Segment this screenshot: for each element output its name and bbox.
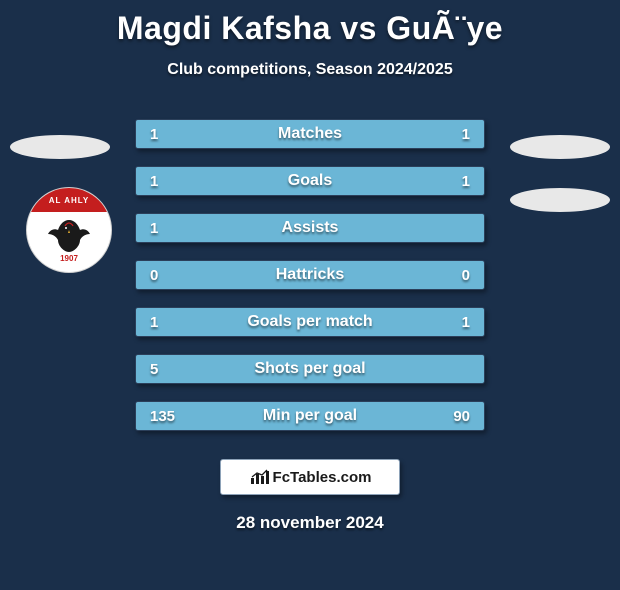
brand-badge[interactable]: FcTables.com xyxy=(220,459,400,495)
stat-row: 135 Min per goal 90 xyxy=(135,401,485,431)
club-badge-year: 1907 xyxy=(60,254,78,263)
stat-row: 0 Hattricks 0 xyxy=(135,260,485,290)
stat-label: Goals per match xyxy=(136,313,484,331)
stat-left-value: 135 xyxy=(150,408,180,425)
subtitle: Club competitions, Season 2024/2025 xyxy=(0,61,620,79)
stat-left-value: 5 xyxy=(150,361,180,378)
stat-row: 5 Shots per goal xyxy=(135,354,485,384)
stat-row: 1 Assists xyxy=(135,213,485,243)
player-right-oval-2 xyxy=(510,188,610,212)
stat-right-value: 1 xyxy=(440,314,470,331)
stat-row: 1 Matches 1 xyxy=(135,119,485,149)
stat-label: Min per goal xyxy=(136,407,484,425)
stats-container: 1 Matches 1 1 Goals 1 1 Assists 0 Hattri… xyxy=(0,119,620,431)
stat-row: 1 Goals per match 1 xyxy=(135,307,485,337)
stat-right-value: 1 xyxy=(440,173,470,190)
stat-left-value: 0 xyxy=(150,267,180,284)
stat-left-value: 1 xyxy=(150,173,180,190)
brand-text: FcTables.com xyxy=(273,469,372,486)
stat-label: Assists xyxy=(136,219,484,237)
date-text: 28 november 2024 xyxy=(0,513,620,533)
stat-label: Shots per goal xyxy=(136,360,484,378)
page-title: Magdi Kafsha vs GuÃ¨ye xyxy=(0,10,620,47)
stat-right-value: 90 xyxy=(440,408,470,425)
stat-row: 1 Goals 1 xyxy=(135,166,485,196)
club-badge: AL AHLY 1907 xyxy=(26,187,112,273)
stat-label: Matches xyxy=(136,125,484,143)
stat-right-value: 0 xyxy=(440,267,470,284)
stat-left-value: 1 xyxy=(150,126,180,143)
stat-left-value: 1 xyxy=(150,220,180,237)
stat-label: Goals xyxy=(136,172,484,190)
player-left-oval xyxy=(10,135,110,159)
bar-chart-icon xyxy=(249,468,271,486)
stat-right-value: 1 xyxy=(440,126,470,143)
eagle-icon xyxy=(44,216,94,256)
stat-left-value: 1 xyxy=(150,314,180,331)
stat-label: Hattricks xyxy=(136,266,484,284)
player-right-oval-1 xyxy=(510,135,610,159)
